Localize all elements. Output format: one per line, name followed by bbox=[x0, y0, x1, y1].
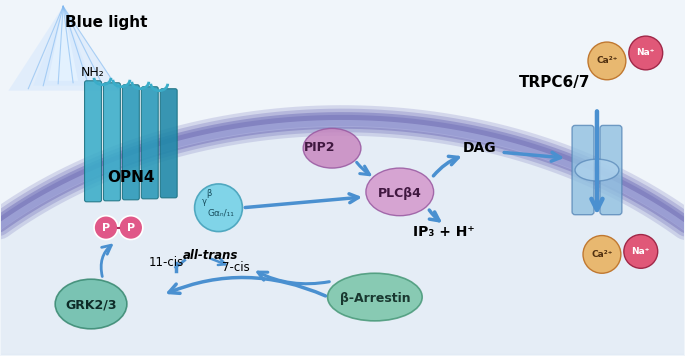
Text: IP₃ + H⁺: IP₃ + H⁺ bbox=[413, 225, 475, 239]
Text: all-trans: all-trans bbox=[183, 249, 238, 262]
Ellipse shape bbox=[575, 159, 619, 181]
Text: γ: γ bbox=[202, 197, 207, 206]
Text: NH₂: NH₂ bbox=[81, 66, 105, 79]
Text: OPN4: OPN4 bbox=[107, 171, 155, 185]
Circle shape bbox=[195, 184, 242, 232]
Text: P: P bbox=[102, 222, 110, 232]
Polygon shape bbox=[34, 6, 93, 86]
FancyBboxPatch shape bbox=[84, 81, 101, 202]
Text: Ca²⁺: Ca²⁺ bbox=[596, 56, 618, 66]
Circle shape bbox=[94, 216, 118, 240]
Circle shape bbox=[583, 236, 621, 273]
Text: PLCβ4: PLCβ4 bbox=[378, 187, 422, 200]
FancyBboxPatch shape bbox=[600, 125, 622, 215]
Text: DAG: DAG bbox=[462, 141, 496, 155]
Text: GRK2/3: GRK2/3 bbox=[65, 298, 116, 312]
Text: PIP2: PIP2 bbox=[304, 141, 336, 154]
Polygon shape bbox=[48, 6, 78, 81]
FancyBboxPatch shape bbox=[141, 87, 158, 199]
Ellipse shape bbox=[366, 168, 434, 216]
Circle shape bbox=[588, 42, 626, 80]
Text: β: β bbox=[206, 189, 211, 198]
FancyBboxPatch shape bbox=[123, 85, 139, 200]
Text: P: P bbox=[127, 222, 135, 232]
Circle shape bbox=[629, 36, 662, 70]
Text: Na⁺: Na⁺ bbox=[636, 48, 655, 57]
Circle shape bbox=[624, 235, 658, 268]
Ellipse shape bbox=[303, 129, 361, 168]
FancyBboxPatch shape bbox=[160, 89, 177, 198]
Polygon shape bbox=[8, 6, 120, 91]
Text: TRPC6/7: TRPC6/7 bbox=[519, 75, 590, 90]
Text: Ca²⁺: Ca²⁺ bbox=[591, 250, 612, 259]
FancyBboxPatch shape bbox=[572, 125, 594, 215]
Ellipse shape bbox=[55, 279, 127, 329]
Text: Blue light: Blue light bbox=[64, 15, 147, 30]
Text: 11-cis: 11-cis bbox=[149, 256, 184, 269]
Text: β-Arrestin: β-Arrestin bbox=[340, 292, 410, 304]
Circle shape bbox=[119, 216, 142, 240]
FancyBboxPatch shape bbox=[103, 83, 121, 201]
Text: Na⁺: Na⁺ bbox=[632, 247, 650, 256]
Text: 7-cis: 7-cis bbox=[223, 261, 250, 274]
Text: Gαₙ/₁₁: Gαₙ/₁₁ bbox=[207, 208, 234, 217]
Polygon shape bbox=[0, 120, 685, 355]
Ellipse shape bbox=[327, 273, 422, 321]
